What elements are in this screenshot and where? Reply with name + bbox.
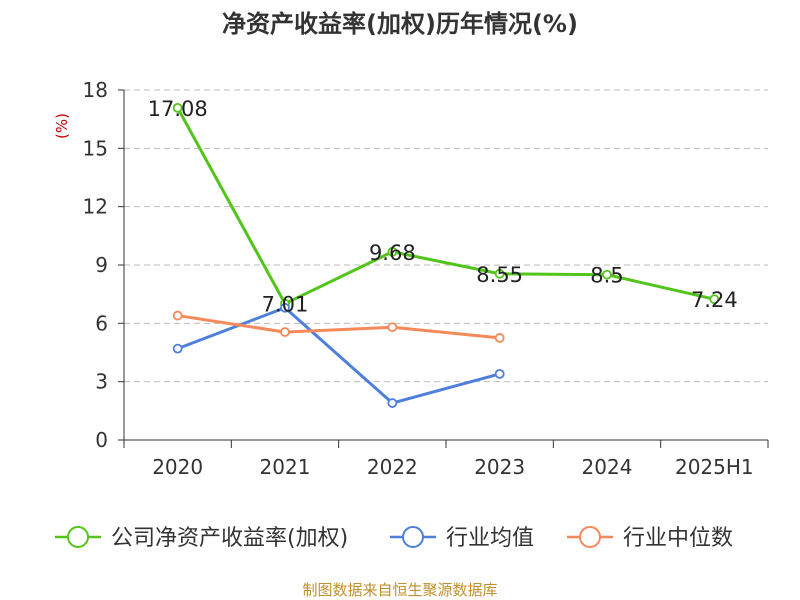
- legend-marker: [579, 526, 601, 548]
- data-point: [387, 398, 398, 408]
- legend-label: 行业中位数: [623, 526, 733, 551]
- data-label: 9.68: [369, 241, 416, 265]
- data-point: [280, 302, 290, 313]
- series-line: [177, 306, 501, 405]
- axes: 0 3 6 9 12 15 18 2020 2021 2022 2023 2024 2025H1: [83, 78, 769, 479]
- data-point: [709, 294, 720, 305]
- data-point: [172, 310, 183, 321]
- y-axis-unit: (%): [53, 113, 71, 139]
- data-label: 8.5: [590, 264, 623, 288]
- data-point: [602, 269, 612, 280]
- grid-lines: [124, 89, 768, 383]
- data-point: [494, 333, 505, 343]
- legend-marker: [67, 526, 89, 548]
- y-tick-label: 15: [83, 136, 108, 160]
- x-tick-label: 2023: [474, 455, 525, 479]
- x-tick-label: 2020: [152, 455, 203, 479]
- data-point: [387, 246, 398, 257]
- y-tick-label: 18: [83, 78, 108, 102]
- data-labels: 17.08 7.01 9.68 8.55 8.5 7.24: [148, 97, 738, 317]
- data-point: [172, 102, 183, 113]
- y-tick-label: 6: [95, 311, 108, 335]
- series-line: [176, 107, 715, 306]
- data-label: 7.01: [262, 293, 309, 317]
- data-point: [494, 368, 505, 379]
- data-point: [494, 268, 505, 279]
- series-line: [177, 314, 500, 340]
- data-point: [387, 322, 398, 333]
- y-tick-label: 9: [95, 253, 108, 277]
- legend: 公司净资产收益率(加权) 行业均值 行业中位数: [55, 526, 733, 551]
- x-tick-label: 2021: [260, 455, 311, 479]
- data-label: 8.55: [476, 263, 523, 287]
- legend-marker: [402, 526, 424, 548]
- data-point: [280, 327, 290, 337]
- chart-title: 净资产收益率(加权)历年情况(%): [222, 10, 578, 38]
- legend-label: 公司净资产收益率(加权): [111, 526, 348, 551]
- y-tick-label: 12: [83, 195, 108, 219]
- data-point: [172, 343, 183, 354]
- legend-label: 行业均值: [446, 526, 534, 551]
- source-note: 制图数据来自恒生聚源数据库: [302, 581, 497, 599]
- y-tick-label: 3: [95, 370, 108, 394]
- x-tick-label: 2022: [367, 455, 418, 479]
- y-tick-label: 0: [95, 428, 108, 452]
- x-tick-label: 2024: [582, 455, 633, 479]
- data-label: 7.24: [691, 288, 738, 312]
- series-lines: [172, 102, 720, 408]
- x-tick-label: 2025H1: [675, 455, 754, 479]
- data-label: 17.08: [148, 97, 208, 121]
